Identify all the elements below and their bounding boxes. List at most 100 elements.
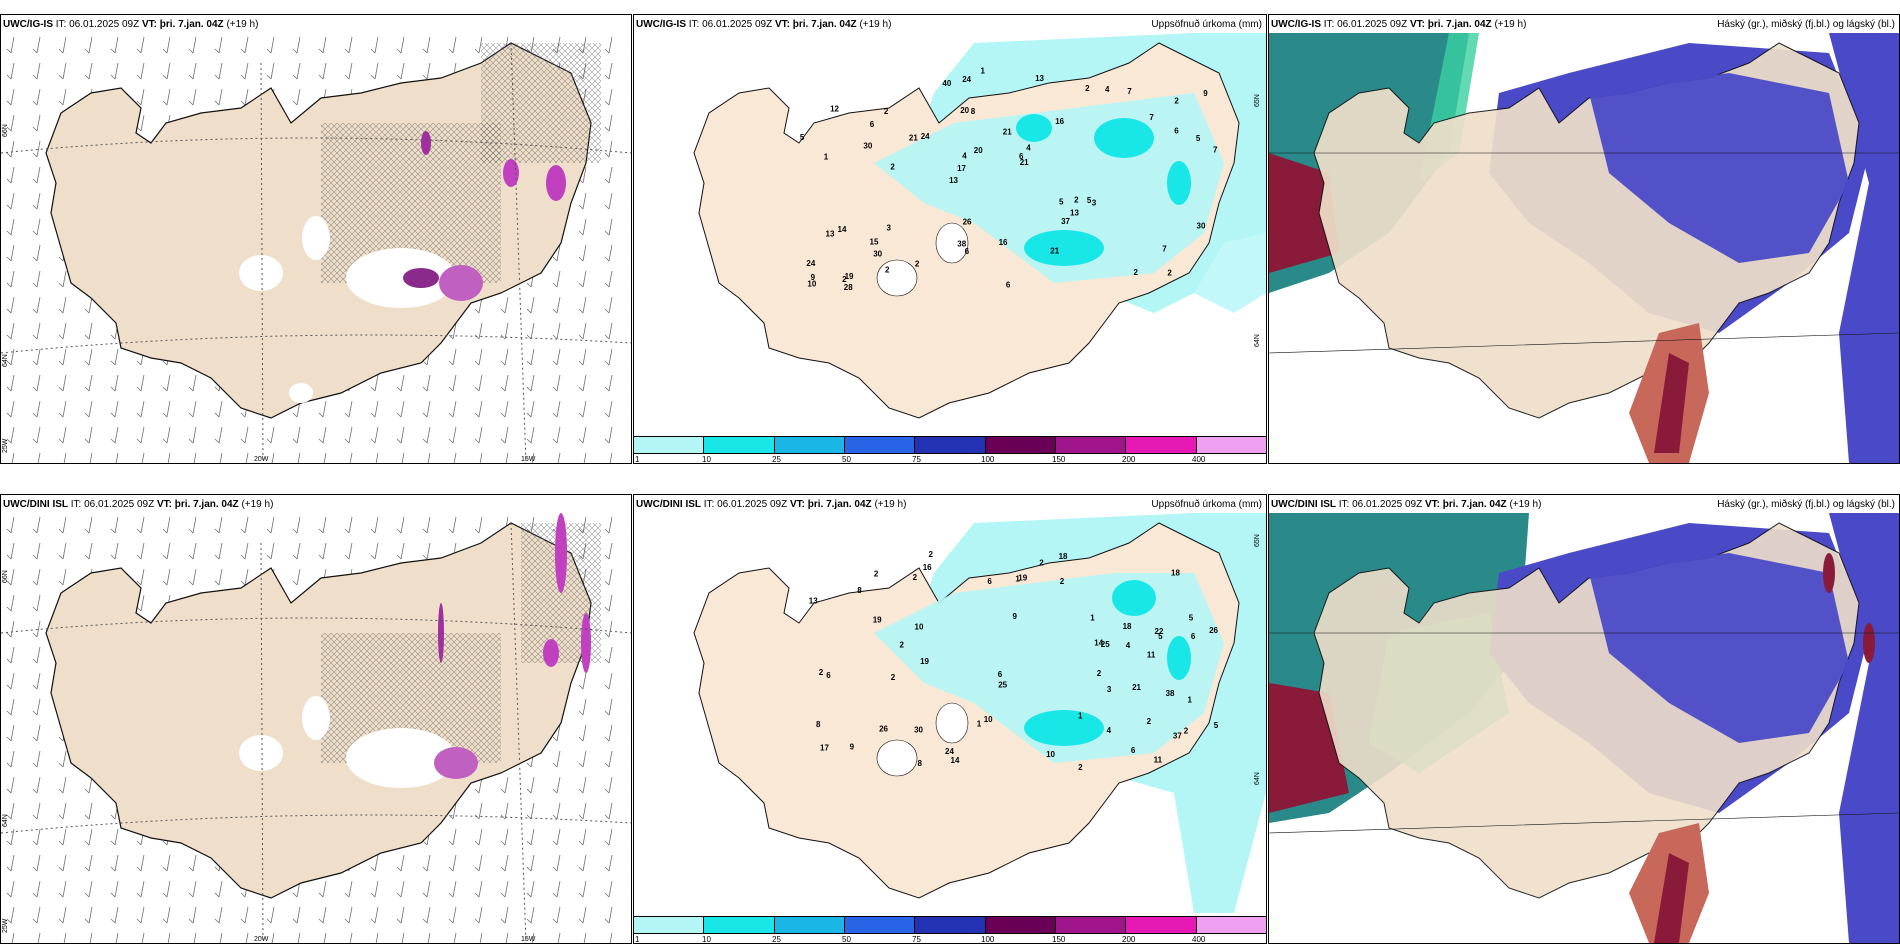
- precip-amount-label: 7: [1162, 244, 1167, 253]
- precip-amount-label: 30: [863, 142, 872, 151]
- precip-amount-label: 13: [809, 597, 818, 606]
- panel-wind-map-bottom: UWC/DINI ISL IT: 06.01.2025 09Z VT: þri.…: [0, 494, 632, 944]
- precip-amount-label: 25: [1101, 640, 1110, 649]
- vt-label: VT:: [141, 19, 157, 30]
- precip-amount-label: 4: [1107, 726, 1112, 735]
- precip-amount-label: 2: [1167, 268, 1172, 277]
- colorbar-swatch: [915, 437, 986, 453]
- precip-amount-label: 6: [1006, 280, 1011, 289]
- lead-time: (+19 h): [226, 19, 259, 30]
- precip-amount-label: 5: [1087, 196, 1092, 205]
- valid-time: þri. 7.jan. 04Z: [174, 499, 239, 510]
- map-area: [1, 513, 631, 943]
- precip-amount-label: 4: [962, 152, 967, 161]
- model-name: UWC/DINI ISL: [1271, 499, 1336, 510]
- colorbar-label: 1: [635, 455, 640, 464]
- precip-amount-label: 1: [824, 153, 829, 162]
- precip-amount-label: 6: [1191, 632, 1196, 641]
- precip-amount-label: 6: [826, 671, 831, 680]
- precip-amount-label: 8: [971, 107, 976, 116]
- precip-amount-label: 5: [800, 133, 805, 142]
- precip-amount-label: 9: [811, 273, 816, 282]
- precip-amount-label: 2: [1174, 97, 1179, 106]
- lead-time: (+19 h): [1509, 499, 1542, 510]
- it-label: IT:: [55, 19, 67, 30]
- precip-amount-label: 19: [920, 657, 929, 666]
- it-label: IT:: [1323, 19, 1335, 30]
- iceland-wind-map: [1, 33, 631, 463]
- precip-amount-label: 2: [891, 673, 896, 682]
- colorbar-swatch: [634, 917, 705, 933]
- precip-amount-label: 1: [1015, 574, 1020, 583]
- colorbar-label: 150: [1052, 455, 1066, 464]
- init-time: 06.01.2025 09Z: [1352, 499, 1423, 510]
- precip-amount-label: 7: [1149, 113, 1154, 122]
- precip-amount-label: 38: [1166, 689, 1175, 698]
- precip-amount-label: 2: [929, 550, 934, 559]
- panel-header: UWC/DINI ISL IT: 06.01.2025 09Z VT: þri.…: [636, 498, 1262, 512]
- model-name: UWC/IG-IS: [1271, 19, 1321, 30]
- precip-amount-label: 12: [830, 104, 839, 113]
- lead-time: (+19 h): [874, 499, 907, 510]
- precip-amount-label: 6: [1131, 746, 1136, 755]
- precip-amount-label: 7: [1127, 87, 1132, 96]
- map-area: [1269, 513, 1899, 943]
- lat-label-66: 66N: [2, 124, 9, 137]
- colorbar-swatch: [1126, 917, 1197, 933]
- colorbar-swatch: [985, 437, 1056, 453]
- colorbar-swatch: [915, 917, 986, 933]
- precip-title: Uppsöfnuð úrkoma (mm): [1151, 499, 1262, 510]
- precip-amount-label: 37: [1173, 732, 1182, 741]
- colorbar-label: 10: [702, 935, 711, 944]
- colorbar-labels: 1 10 25 50 75 100 150 200 400: [634, 934, 1266, 944]
- panel-header: UWC/DINI ISL IT: 06.01.2025 09Z VT: þri.…: [1271, 498, 1895, 512]
- lat-label-64: 64N: [2, 814, 9, 827]
- valid-time: þri. 7.jan. 04Z: [792, 19, 857, 30]
- precip-amount-label: 6: [998, 670, 1003, 679]
- precip-colorbar: 1 10 25 50 75 100 150 200 400: [634, 916, 1266, 943]
- lon-label-25: 25W: [2, 918, 9, 933]
- colorbar-swatch: [704, 437, 775, 453]
- lead-time: (+19 h): [859, 19, 892, 30]
- panel-cloud-map-top: UWC/IG-IS IT: 06.01.2025 09Z VT: þri. 7.…: [1268, 14, 1900, 464]
- precip-amount-label: 26: [963, 218, 972, 227]
- model-name: UWC/IG-IS: [636, 19, 686, 30]
- colorbar-swatch: [1196, 437, 1266, 453]
- model-name: UWC/DINI ISL: [636, 499, 701, 510]
- colorbar-label: 100: [981, 455, 995, 464]
- precip-amount-label: 16: [923, 563, 932, 572]
- precip-amount-label: 8: [816, 720, 821, 729]
- precip-amount-label: 18: [1059, 552, 1068, 561]
- precip-amount-label: 20: [974, 146, 983, 155]
- colorbar-label: 10: [702, 455, 711, 464]
- precip-amount-label: 30: [914, 726, 923, 735]
- init-time: 06.01.2025 09Z: [717, 499, 788, 510]
- iceland-precip-map: [693, 33, 1266, 419]
- lat-label-64: 64N: [1254, 772, 1261, 785]
- precip-amount-label: 10: [1046, 750, 1055, 759]
- colorbar-label: 50: [842, 935, 851, 944]
- precip-amount-label: 13: [1070, 209, 1079, 218]
- precip-amount-label: 37: [1061, 217, 1070, 226]
- precip-amount-label: 17: [957, 164, 966, 173]
- precip-amount-label: 2: [884, 107, 889, 116]
- precip-amount-label: 2: [1060, 577, 1065, 586]
- precip-amount-label: 2: [874, 570, 879, 579]
- precip-amount-label: 3: [1092, 199, 1097, 208]
- precip-amount-label: 5: [1189, 613, 1194, 622]
- colorbar-label: 150: [1052, 935, 1066, 944]
- precip-amount-label: 19: [1018, 573, 1027, 582]
- precip-amount-label: 2: [1097, 669, 1102, 678]
- precip-amount-label: 24: [945, 747, 954, 756]
- precip-amount-label: 17: [820, 744, 829, 753]
- precip-amount-label: 5: [1214, 721, 1219, 730]
- colorbar-label: 25: [772, 935, 781, 944]
- colorbar-label: 400: [1192, 455, 1206, 464]
- precip-labels-layer: 2121316192021142424308431224756173842232…: [800, 66, 1218, 292]
- precip-amount-label: 1: [1078, 712, 1083, 721]
- valid-time: þri. 7.jan. 04Z: [807, 499, 872, 510]
- precip-amount-label: 6: [1174, 127, 1179, 136]
- colorbar-label: 1: [635, 935, 640, 944]
- precip-amount-label: 2: [1074, 196, 1079, 205]
